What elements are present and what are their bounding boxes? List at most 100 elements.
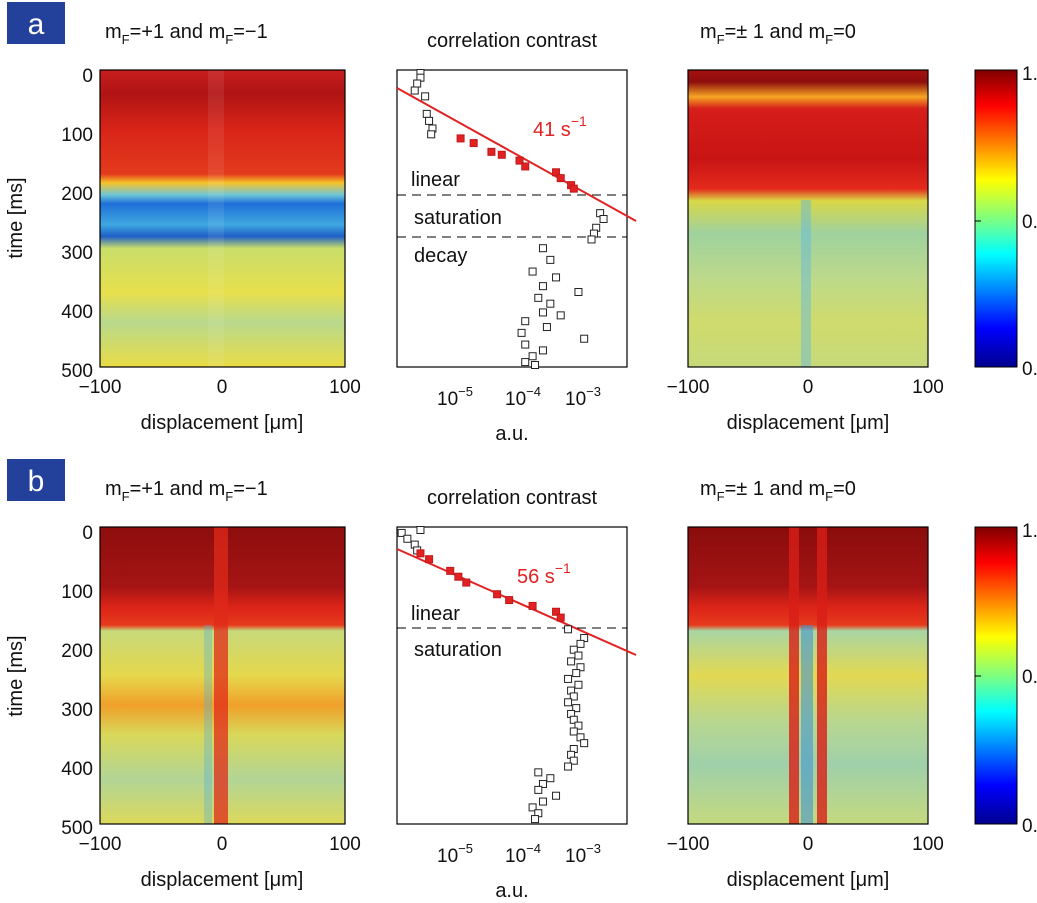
colorbar-tick-label: 0.6 — [1022, 359, 1037, 380]
svg-text:−100: −100 — [79, 834, 122, 855]
data-point — [422, 109, 431, 118]
data-point — [574, 721, 583, 730]
region-label: decay — [414, 245, 467, 267]
data-point — [567, 657, 576, 666]
data-point — [569, 715, 578, 724]
data-point — [528, 803, 537, 812]
scatter-title: correlation contrast — [427, 487, 598, 509]
svg-text:−100: −100 — [667, 377, 710, 398]
heatmap-title: mF=± 1 and mF=0 — [700, 478, 856, 504]
heatmap-frame — [687, 69, 929, 368]
heatmap-a-left — [100, 70, 345, 367]
heatmap-stripe — [208, 70, 224, 367]
data-point — [534, 768, 543, 777]
svg-text:10−4: 10−4 — [505, 384, 541, 410]
data-point — [564, 625, 573, 634]
fit-point — [493, 590, 502, 599]
log-tick-labels: 10−5 10−4 10−3 — [437, 384, 601, 410]
data-point — [403, 534, 412, 543]
data-point — [569, 645, 578, 654]
y-tick-labels: 0 100 200 300 400 500 — [61, 523, 93, 839]
fit-point — [569, 184, 578, 193]
data-point — [427, 130, 436, 139]
data-point — [538, 780, 547, 789]
data-point — [569, 756, 578, 765]
fit-point — [454, 572, 463, 581]
data-point — [576, 639, 585, 648]
scatter-title: correlation contrast — [427, 30, 598, 52]
region-label: linear — [411, 169, 460, 191]
fit-point — [556, 174, 565, 183]
fit-point — [487, 147, 496, 156]
data-point — [528, 352, 537, 361]
row-a: a mF=+1 and mF=−1 correlation contrast m… — [5, 2, 1037, 445]
scatter-points — [397, 526, 589, 824]
svg-text:0: 0 — [82, 523, 93, 544]
scatter-frame — [396, 69, 628, 368]
svg-text:300: 300 — [61, 243, 93, 264]
svg-text:100: 100 — [329, 834, 361, 855]
svg-text:0: 0 — [217, 377, 228, 398]
y-axis-label: time [ms] — [5, 177, 27, 258]
fit-point — [552, 168, 561, 177]
data-point — [556, 311, 565, 320]
data-point — [552, 791, 561, 800]
svg-text:0: 0 — [217, 834, 228, 855]
data-point — [564, 698, 573, 707]
svg-text:200: 200 — [61, 184, 93, 205]
svg-text:100: 100 — [61, 582, 93, 603]
heatmap-stripe — [214, 527, 228, 824]
data-point — [569, 692, 578, 701]
colorbar — [974, 526, 1018, 825]
panel-label-box — [7, 2, 65, 44]
data-point — [572, 669, 581, 678]
fit-point — [456, 134, 465, 143]
fit-point — [446, 566, 455, 575]
data-point — [546, 299, 555, 308]
heatmap-stripe — [789, 527, 799, 824]
fit-point — [462, 578, 471, 587]
data-point — [413, 79, 422, 88]
data-point — [576, 663, 585, 672]
svg-text:500: 500 — [61, 818, 93, 839]
svg-text:100: 100 — [61, 125, 93, 146]
data-point — [521, 340, 530, 349]
region-label: linear — [411, 603, 460, 625]
x-axis-label: displacement [μm] — [141, 412, 304, 434]
fit-point — [497, 150, 506, 159]
svg-text:100: 100 — [912, 834, 944, 855]
data-point — [546, 774, 555, 783]
heatmap-frame — [99, 526, 346, 825]
data-point — [517, 328, 526, 337]
data-point — [564, 674, 573, 683]
fit-point — [425, 555, 434, 564]
svg-text:0: 0 — [803, 834, 814, 855]
fit-point — [552, 607, 561, 616]
heatmap-stripe — [801, 200, 811, 367]
heatmap-stripe — [801, 625, 813, 824]
svg-text:100: 100 — [912, 377, 944, 398]
data-point — [534, 293, 543, 302]
svg-text:0: 0 — [803, 377, 814, 398]
scatter-points — [410, 69, 608, 369]
y-axis-label: time [ms] — [5, 635, 27, 716]
data-point — [574, 288, 583, 296]
data-point — [542, 323, 551, 332]
panel-label: a — [28, 8, 45, 41]
row-b: b mF=+1 and mF=−1 correlation contrast m… — [5, 459, 1037, 902]
rate-label: 41 s−1 — [533, 113, 587, 141]
heatmap-title: mF=± 1 and mF=0 — [700, 21, 856, 47]
x-tick-labels: −100 0 100 −100 0 100 — [79, 834, 944, 855]
data-point — [397, 528, 406, 537]
svg-text:400: 400 — [61, 302, 93, 323]
data-point — [531, 815, 540, 824]
data-point — [572, 704, 581, 713]
data-point — [564, 762, 573, 771]
fit-point — [469, 139, 478, 148]
heatmap-frame — [687, 526, 929, 825]
fit-line — [396, 548, 637, 656]
data-point — [410, 86, 419, 95]
svg-text:300: 300 — [61, 700, 93, 721]
data-point — [538, 282, 547, 291]
